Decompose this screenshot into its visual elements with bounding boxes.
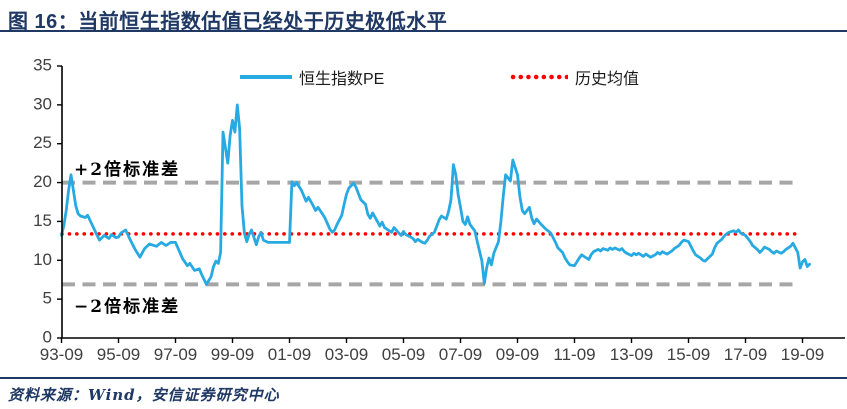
- y-tick-label: 10: [33, 250, 52, 269]
- y-tick-label: 5: [43, 289, 52, 308]
- annotation-minus-2sd: −2倍标准差: [74, 297, 181, 317]
- figure-title: 图 16：当前恒生指数估值已经处于历史极低水平: [0, 0, 847, 33]
- source-note: 资料来源：Wind，安信证券研究中心: [0, 377, 847, 409]
- y-tick-label: 35: [33, 55, 52, 74]
- x-tick-label: 13-09: [610, 345, 653, 364]
- x-tick-label: 05-09: [382, 345, 425, 364]
- x-tick-label: 15-09: [667, 345, 710, 364]
- x-tick-label: 01-09: [268, 345, 311, 364]
- y-tick-label: 0: [43, 327, 52, 346]
- x-tick-label: 99-09: [211, 345, 254, 364]
- x-tick-label: 93-09: [40, 345, 83, 364]
- x-tick-label: 17-09: [724, 345, 767, 364]
- y-tick-label: 30: [33, 94, 52, 113]
- x-tick-label: 95-09: [97, 345, 140, 364]
- x-tick-label: 97-09: [154, 345, 197, 364]
- x-tick-label: 09-09: [496, 345, 539, 364]
- y-tick-label: 20: [33, 172, 52, 191]
- annotation-plus-2sd: +2倍标准差: [74, 160, 181, 180]
- y-tick-label: 15: [33, 211, 52, 230]
- hsi-pe-series-line: [60, 103, 811, 286]
- x-tick-label: 11-09: [553, 345, 595, 364]
- y-tick-label: 25: [33, 133, 52, 152]
- x-tick-label: 03-09: [325, 345, 368, 364]
- x-tick-label: 07-09: [439, 345, 482, 364]
- x-tick-label: 19-09: [781, 345, 824, 364]
